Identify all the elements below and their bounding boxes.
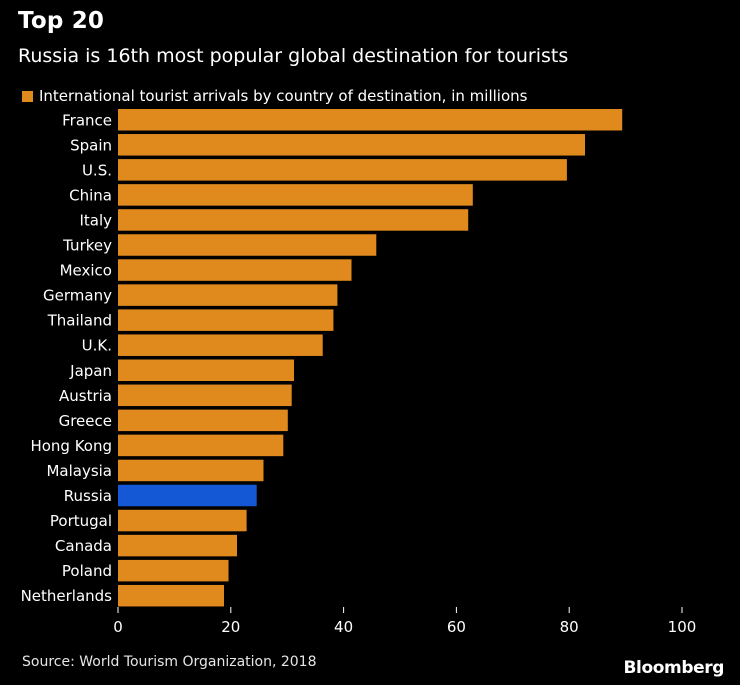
source-note: Source: World Tourism Organization, 2018 (22, 654, 317, 670)
bar-italy (118, 209, 469, 231)
legend: International tourist arrivals by countr… (22, 87, 527, 105)
category-label-malaysia: Malaysia (46, 462, 112, 480)
bar-russia (118, 484, 257, 507)
category-label-japan: Japan (69, 362, 112, 380)
chart-subtitle: Russia is 16th most popular global desti… (18, 45, 569, 67)
bar-portugal (118, 509, 247, 532)
bar-china (118, 184, 473, 206)
bar-greece (118, 409, 288, 432)
x-axis-ticks: 0 20 40 60 80 100 (113, 607, 696, 636)
bar-malaysia (118, 459, 264, 482)
bar-u-s (118, 159, 567, 181)
category-label-italy: Italy (79, 211, 112, 229)
category-label-spain: Spain (70, 136, 112, 154)
bar-japan (118, 359, 294, 381)
category-label-greece: Greece (59, 412, 112, 430)
bar-austria (118, 384, 292, 407)
bar-france (118, 109, 623, 131)
category-label-portugal: Portugal (50, 512, 112, 530)
category-label-u-s: U.S. (82, 161, 112, 179)
category-labels: France Spain U.S. China Italy Turkey Mexico Ger… (21, 111, 113, 605)
bar-thailand (118, 309, 334, 331)
category-label-canada: Canada (55, 537, 112, 555)
bar-poland (118, 559, 229, 582)
category-label-poland: Poland (62, 562, 112, 580)
bar-canada (118, 534, 237, 557)
bloomberg-logo: Bloomberg (623, 658, 724, 678)
category-label-netherlands: Netherlands (21, 587, 113, 605)
category-label-austria: Austria (59, 387, 112, 405)
x-tick-label-80: 80 (560, 618, 579, 636)
category-label-russia: Russia (64, 487, 112, 505)
legend-label: International tourist arrivals by countr… (39, 87, 528, 105)
x-tick-label-20: 20 (221, 618, 240, 636)
bar-turkey (118, 234, 377, 256)
bar-hong-kong (118, 434, 284, 457)
x-tick-label-0: 0 (113, 618, 123, 636)
x-tick-label-100: 100 (668, 618, 697, 636)
category-label-mexico: Mexico (60, 262, 112, 280)
legend-swatch (22, 90, 33, 102)
category-label-u-k: U.K. (82, 337, 112, 355)
bar-spain (118, 134, 585, 156)
category-label-hong-kong: Hong Kong (30, 437, 112, 455)
x-tick-label-40: 40 (334, 618, 353, 636)
bar-germany (118, 284, 338, 306)
bar-u-k (118, 334, 323, 356)
chart-title: Top 20 (18, 8, 105, 34)
category-label-china: China (69, 186, 112, 204)
bar-netherlands (118, 584, 224, 607)
bar-mexico (118, 259, 352, 281)
bars-group (118, 109, 623, 607)
category-label-germany: Germany (43, 287, 112, 305)
category-label-turkey: Turkey (62, 237, 112, 255)
category-label-france: France (62, 111, 112, 129)
category-label-thailand: Thailand (47, 312, 112, 330)
x-tick-label-60: 60 (447, 618, 466, 636)
